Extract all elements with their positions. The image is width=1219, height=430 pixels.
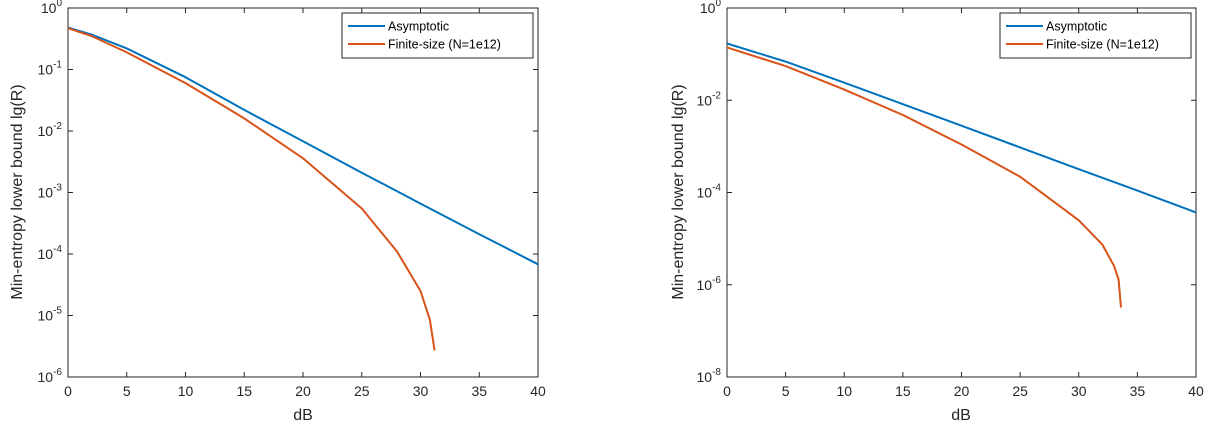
left-legend: Asymptotic Finite-size (N=1e12) bbox=[341, 12, 534, 59]
x-tick-label: 30 bbox=[413, 383, 429, 399]
series-line-1 bbox=[67, 27, 436, 351]
x-tick-label: 0 bbox=[64, 383, 72, 399]
x-tick-label: 15 bbox=[236, 383, 252, 399]
x-tick-label: 10 bbox=[836, 383, 852, 399]
x-tick-label: 5 bbox=[782, 383, 790, 399]
left-plot-area bbox=[67, 7, 539, 378]
right-plot-area bbox=[726, 7, 1197, 378]
x-tick-label: 30 bbox=[1071, 383, 1087, 399]
left-x-axis-label: dB bbox=[293, 407, 313, 424]
x-tick-label: 10 bbox=[178, 383, 194, 399]
y-tick-label: 10-8 bbox=[697, 367, 722, 385]
x-tick-label: 15 bbox=[895, 383, 911, 399]
legend-box bbox=[999, 12, 1192, 59]
x-tick-label: 35 bbox=[1130, 383, 1146, 399]
legend-label: Asymptotic bbox=[1046, 20, 1107, 34]
x-tick-label: 0 bbox=[723, 383, 731, 399]
x-tick-label: 25 bbox=[1012, 383, 1028, 399]
y-tick-label: 10-4 bbox=[38, 244, 63, 262]
right-x-axis-label: dB bbox=[951, 407, 971, 424]
x-tick-label: 5 bbox=[123, 383, 131, 399]
series-line-1 bbox=[726, 46, 1122, 308]
x-tick-label: 35 bbox=[471, 383, 487, 399]
y-tick-label: 10-3 bbox=[38, 183, 63, 201]
y-tick-label: 10-6 bbox=[38, 367, 63, 385]
y-tick-label: 10-2 bbox=[697, 90, 722, 108]
y-tick-label: 10-6 bbox=[697, 275, 722, 293]
legend-label: Finite-size (N=1e12) bbox=[388, 38, 501, 52]
y-tick-label: 100 bbox=[700, 0, 722, 16]
y-tick-label: 100 bbox=[41, 0, 63, 16]
y-tick-label: 10-1 bbox=[38, 60, 63, 78]
legend-label: Asymptotic bbox=[388, 20, 449, 34]
y-tick-label: 10-4 bbox=[697, 183, 722, 201]
x-tick-label: 40 bbox=[530, 383, 546, 399]
right-ticks: 0 5 10 15 20 25 30 35 40 10-8 10-6 10-4 10-2 100 bbox=[697, 0, 1204, 399]
left-ticks: 0 5 10 15 20 25 30 35 40 10-6 10-5 10-4 10-3 10-2 10-1… bbox=[38, 0, 546, 399]
left-chart: 0 5 10 15 20 25 30 35 40 10-6 10-5 10-4 10-3 10-2 10-1… bbox=[9, 0, 546, 424]
x-tick-label: 40 bbox=[1188, 383, 1204, 399]
series-line-0 bbox=[726, 42, 1197, 214]
right-chart: 0 5 10 15 20 25 30 35 40 10-8 10-6 10-4 10-2 100 Asym… bbox=[670, 0, 1204, 424]
legend-box bbox=[341, 12, 534, 59]
right-y-axis-label: Min-entropy lower bound lg(R) bbox=[670, 84, 687, 299]
left-y-axis-label: Min-entropy lower bound lg(R) bbox=[9, 84, 26, 299]
series-line-0 bbox=[67, 26, 539, 266]
x-tick-label: 20 bbox=[954, 383, 970, 399]
legend-label: Finite-size (N=1e12) bbox=[1046, 38, 1159, 52]
right-series-lines bbox=[726, 42, 1197, 308]
x-tick-label: 25 bbox=[354, 383, 370, 399]
y-tick-label: 10-5 bbox=[38, 306, 63, 324]
left-series-lines bbox=[67, 26, 539, 351]
y-tick-label: 10-2 bbox=[38, 121, 63, 139]
x-tick-label: 20 bbox=[295, 383, 311, 399]
right-legend: Asymptotic Finite-size (N=1e12) bbox=[999, 12, 1192, 59]
